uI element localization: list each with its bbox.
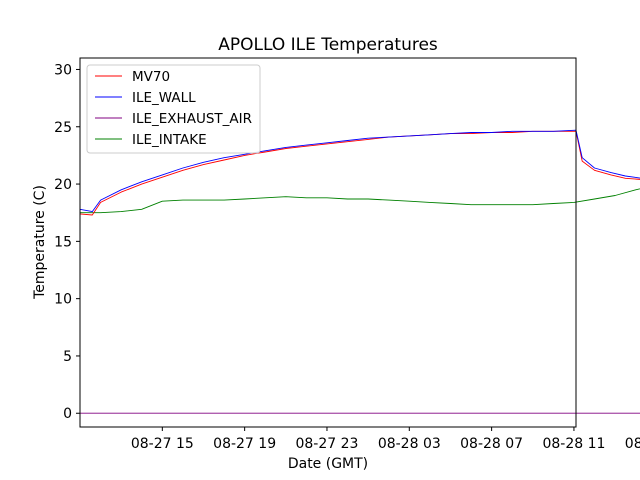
y-tick-label: 25: [54, 120, 72, 136]
x-tick-label: 08-27 15: [131, 436, 194, 452]
legend: MV70 ILE_WALL ILE_EXHAUST_AIR ILE_INTAKE: [86, 64, 261, 154]
x-tick-label: 08-28 03: [378, 436, 441, 452]
legend-items: MV70 ILE_WALL ILE_EXHAUST_AIR ILE_INTAKE: [95, 69, 252, 148]
legend-label: MV70: [132, 69, 170, 85]
series-line-mv70: [79, 130, 640, 216]
x-axis-label: Date (GMT): [288, 456, 368, 472]
y-tick-label: 5: [63, 349, 72, 365]
y-tick-label: 15: [54, 234, 72, 250]
series-layer: [79, 129, 640, 414]
x-axis: 08-27 15 08-27 19 08-27 23 08-28 03 08-28 07…: [131, 427, 640, 452]
y-tick-label: 10: [54, 292, 72, 308]
legend-box: [86, 64, 261, 154]
series-line-ile-intake: [80, 188, 640, 214]
chart-title: APOLLO ILE Temperatures: [218, 35, 438, 55]
legend-label: ILE_EXHAUST_AIR: [132, 111, 252, 127]
legend-label: ILE_WALL: [132, 90, 196, 106]
y-axis: 0 5 10 15 20 25 30: [54, 62, 80, 422]
series-line-ile-wall: [79, 129, 640, 213]
x-tick-label: 08-28 07: [460, 436, 523, 452]
y-tick-label: 0: [63, 406, 72, 422]
y-tick-label: 20: [54, 177, 72, 193]
x-tick-label: 08-28 15: [625, 436, 640, 452]
y-tick-label: 30: [54, 62, 72, 78]
x-tick-label: 08-27 23: [295, 436, 358, 452]
plot-frame: [79, 57, 577, 428]
y-axis-label: Temperature (C): [32, 185, 48, 300]
legend-label: ILE_INTAKE: [132, 132, 207, 148]
x-tick-label: 08-27 19: [213, 436, 276, 452]
x-tick-label: 08-28 11: [542, 436, 605, 452]
